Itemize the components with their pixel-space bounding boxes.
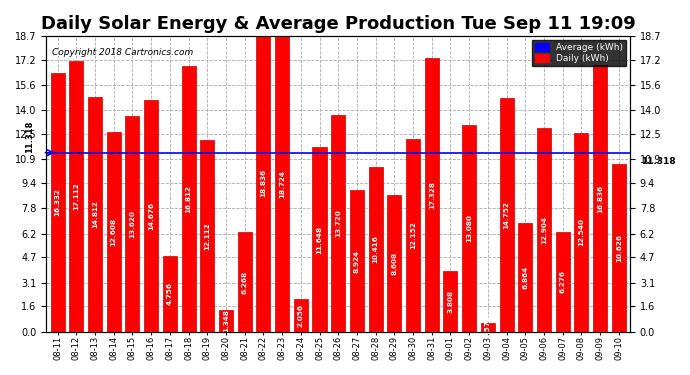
Bar	[350, 190, 364, 332]
Text: 16.836: 16.836	[597, 184, 603, 213]
Bar	[462, 125, 476, 332]
Bar	[126, 116, 139, 332]
Text: 18.836: 18.836	[260, 169, 266, 197]
Bar	[88, 98, 102, 332]
Text: 0.572: 0.572	[485, 316, 491, 339]
Text: 12.608: 12.608	[110, 218, 117, 246]
Bar	[555, 232, 570, 332]
Text: 13.080: 13.080	[466, 214, 472, 242]
Bar	[387, 195, 402, 332]
Text: 17.112: 17.112	[73, 183, 79, 210]
Bar	[406, 140, 420, 332]
Bar	[331, 115, 345, 332]
Text: 10.626: 10.626	[616, 234, 622, 262]
Text: 14.812: 14.812	[92, 201, 98, 228]
Text: Copyright 2018 Cartronics.com: Copyright 2018 Cartronics.com	[52, 48, 193, 57]
Bar	[50, 74, 65, 332]
Text: 10.416: 10.416	[373, 235, 379, 263]
Bar	[313, 147, 326, 332]
Text: 16.332: 16.332	[55, 189, 61, 216]
Bar	[425, 58, 439, 332]
Text: 13.620: 13.620	[130, 210, 135, 238]
Bar	[275, 36, 289, 332]
Bar	[518, 223, 532, 332]
Text: 14.676: 14.676	[148, 202, 154, 229]
Text: 6.864: 6.864	[522, 266, 529, 289]
Bar	[500, 98, 513, 332]
Bar	[144, 99, 158, 332]
Bar	[237, 232, 252, 332]
Text: 1.348: 1.348	[223, 309, 229, 332]
Text: 6.268: 6.268	[241, 270, 248, 294]
Bar	[368, 167, 383, 332]
Bar	[181, 66, 195, 332]
Text: 2.056: 2.056	[298, 304, 304, 327]
Title: Daily Solar Energy & Average Production Tue Sep 11 19:09: Daily Solar Energy & Average Production …	[41, 15, 635, 33]
Bar	[219, 310, 233, 332]
Text: 12.152: 12.152	[410, 222, 416, 249]
Bar	[69, 61, 83, 332]
Text: 12.904: 12.904	[541, 216, 547, 243]
Text: 12.112: 12.112	[204, 222, 210, 250]
Text: 11.648: 11.648	[317, 225, 322, 254]
Bar	[257, 34, 270, 332]
Bar	[163, 256, 177, 332]
Text: 14.752: 14.752	[504, 201, 510, 229]
Text: 11.318: 11.318	[641, 158, 676, 166]
Text: 17.328: 17.328	[428, 181, 435, 209]
Text: 11.318: 11.318	[25, 120, 34, 153]
Text: 13.720: 13.720	[335, 209, 342, 237]
Text: 18.724: 18.724	[279, 170, 285, 198]
Bar	[294, 299, 308, 332]
Bar	[593, 65, 607, 332]
Bar	[107, 132, 121, 332]
Text: 4.756: 4.756	[167, 282, 172, 306]
Text: 16.812: 16.812	[186, 185, 192, 213]
Text: 12.540: 12.540	[578, 219, 584, 246]
Bar	[481, 322, 495, 332]
Bar	[575, 134, 589, 332]
Bar	[200, 140, 215, 332]
Text: 8.924: 8.924	[354, 249, 360, 273]
Bar	[612, 164, 626, 332]
Bar	[537, 128, 551, 332]
Legend: Average (kWh), Daily (kWh): Average (kWh), Daily (kWh)	[533, 40, 626, 66]
Bar	[444, 272, 457, 332]
Text: 8.608: 8.608	[391, 252, 397, 275]
Text: 6.276: 6.276	[560, 270, 566, 294]
Text: 3.808: 3.808	[448, 290, 453, 313]
